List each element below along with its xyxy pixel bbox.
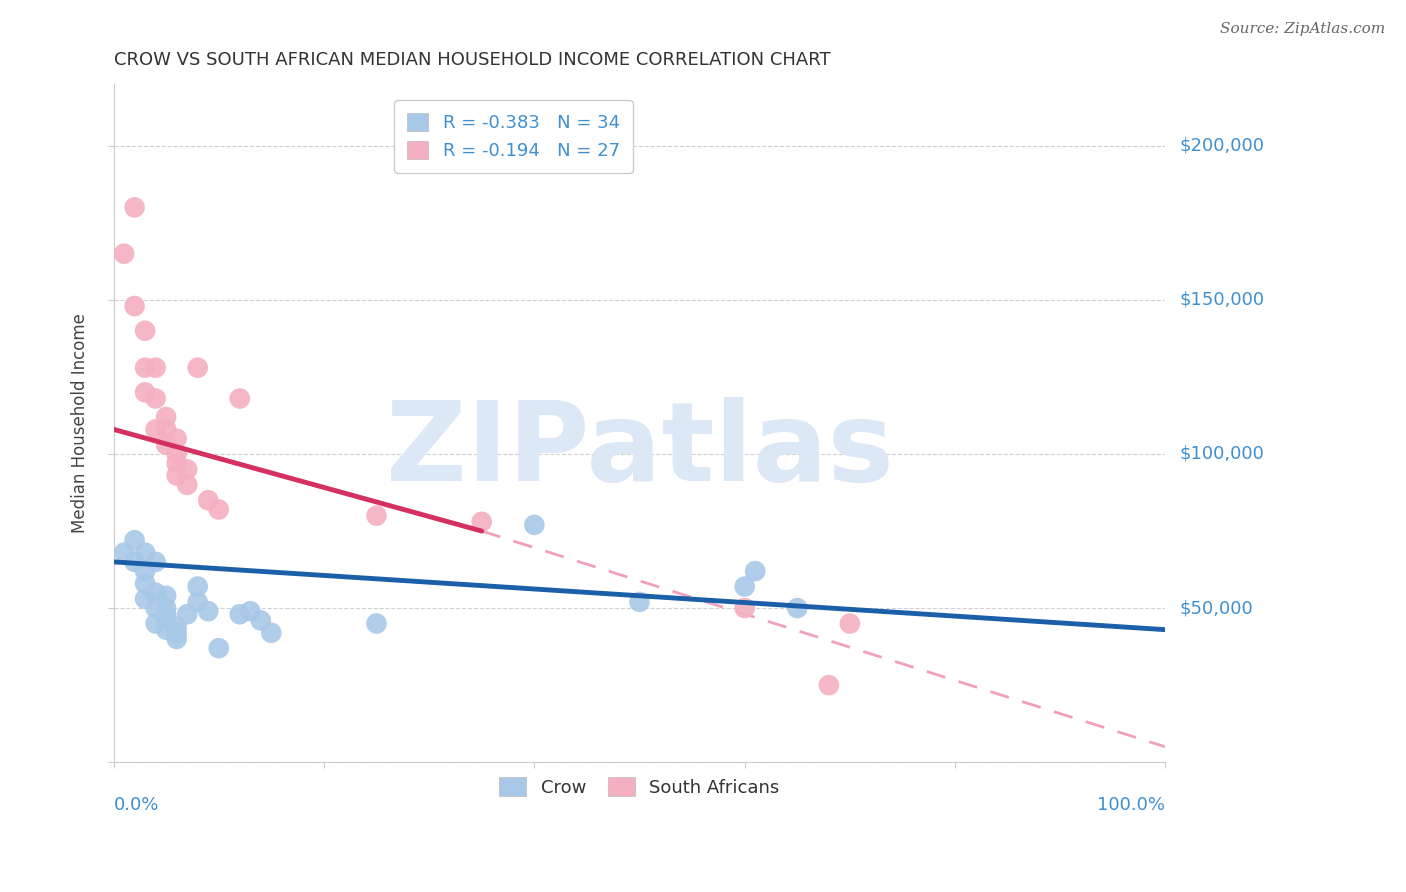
Point [155, 610, 177, 624]
Point [744, 564, 766, 578]
Text: $50,000: $50,000 [1180, 599, 1253, 617]
Point [166, 632, 188, 646]
Point [155, 589, 177, 603]
Point [134, 591, 156, 606]
Point [124, 299, 146, 313]
Point [208, 641, 231, 656]
Point [166, 619, 188, 633]
Point [471, 515, 494, 529]
Point [155, 607, 177, 622]
Point [134, 360, 156, 375]
Point [134, 385, 156, 400]
Text: ZIPatlas: ZIPatlas [385, 397, 893, 504]
Point [155, 409, 177, 424]
Point [155, 623, 177, 637]
Point [134, 324, 156, 338]
Point [249, 614, 271, 628]
Text: 0.0%: 0.0% [114, 797, 159, 814]
Text: CROW VS SOUTH AFRICAN MEDIAN HOUSEHOLD INCOME CORRELATION CHART: CROW VS SOUTH AFRICAN MEDIAN HOUSEHOLD I… [114, 51, 830, 69]
Text: $150,000: $150,000 [1180, 291, 1264, 309]
Point [134, 546, 156, 560]
Point [197, 604, 219, 618]
Legend: Crow, South Africans: Crow, South Africans [492, 771, 787, 804]
Point [187, 360, 209, 375]
Point [366, 508, 388, 523]
Point [145, 601, 167, 615]
Point [155, 422, 177, 436]
Point [628, 595, 651, 609]
Point [818, 678, 841, 692]
Point [229, 392, 252, 406]
Point [366, 616, 388, 631]
Point [260, 625, 283, 640]
Point [145, 616, 167, 631]
Point [134, 576, 156, 591]
Point [838, 616, 860, 631]
Point [523, 517, 546, 532]
Point [166, 432, 188, 446]
Text: $200,000: $200,000 [1180, 136, 1264, 155]
Point [239, 604, 262, 618]
Point [734, 580, 756, 594]
Point [145, 392, 167, 406]
Point [112, 246, 135, 260]
Point [734, 601, 756, 615]
Text: $100,000: $100,000 [1180, 445, 1264, 463]
Point [786, 601, 808, 615]
Point [176, 607, 198, 622]
Point [134, 564, 156, 578]
Point [187, 595, 209, 609]
Point [166, 456, 188, 470]
Point [145, 555, 167, 569]
Point [208, 502, 231, 516]
Point [187, 580, 209, 594]
Point [176, 478, 198, 492]
Point [166, 625, 188, 640]
Point [197, 493, 219, 508]
Point [124, 201, 146, 215]
Point [145, 360, 167, 375]
Point [155, 601, 177, 615]
Point [145, 422, 167, 436]
Point [112, 546, 135, 560]
Point [155, 438, 177, 452]
Point [166, 447, 188, 461]
Y-axis label: Median Household Income: Median Household Income [72, 313, 89, 533]
Point [229, 607, 252, 622]
Point [166, 468, 188, 483]
Text: Source: ZipAtlas.com: Source: ZipAtlas.com [1219, 22, 1385, 37]
Text: 100.0%: 100.0% [1098, 797, 1166, 814]
Point [145, 585, 167, 599]
Point [124, 555, 146, 569]
Point [176, 462, 198, 476]
Point [124, 533, 146, 548]
